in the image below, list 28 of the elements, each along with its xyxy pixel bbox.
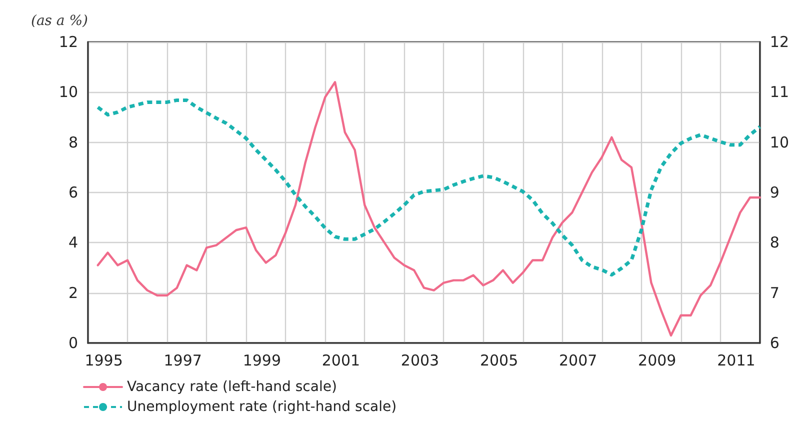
x-tick-label: 2005 — [480, 352, 518, 370]
y2-tick-label: 7 — [770, 284, 780, 302]
y-axis-title: (as a %) — [30, 13, 88, 29]
x-tick-label: 2003 — [400, 352, 440, 370]
y-tick-label: 12 — [58, 33, 78, 51]
y2-tick-label: 6 — [770, 334, 780, 352]
x-tick-label: 1997 — [164, 352, 202, 370]
y2-tick-label: 8 — [770, 234, 780, 252]
x-tick-label: 1999 — [242, 352, 281, 370]
y-tick-label: 10 — [58, 83, 78, 102]
legend-label: Vacancy rate (left-hand scale) — [127, 379, 337, 395]
y-tick-label: 2 — [68, 284, 78, 302]
x-tick-label: 1995 — [84, 352, 123, 370]
y2-tick-label: 11 — [770, 83, 790, 102]
y-tick-label: 4 — [68, 234, 78, 252]
x-tick-label: 2009 — [638, 352, 676, 370]
y-tick-label: 8 — [68, 133, 78, 152]
line-series — [96, 81, 762, 337]
y2-tick-label: 10 — [770, 133, 790, 152]
y2-tick-label: 9 — [770, 184, 780, 202]
x-tick-label: 2001 — [322, 352, 360, 370]
x-tick-label: 2011 — [717, 352, 756, 370]
legend-label: Unemployment rate (right-hand scale) — [127, 399, 397, 415]
line-series — [96, 98, 762, 277]
y-tick-label: 6 — [68, 184, 78, 202]
y-tick-label: 0 — [68, 334, 78, 352]
x-tick-label: 2007 — [559, 352, 598, 370]
y2-tick-label: 12 — [770, 33, 790, 51]
